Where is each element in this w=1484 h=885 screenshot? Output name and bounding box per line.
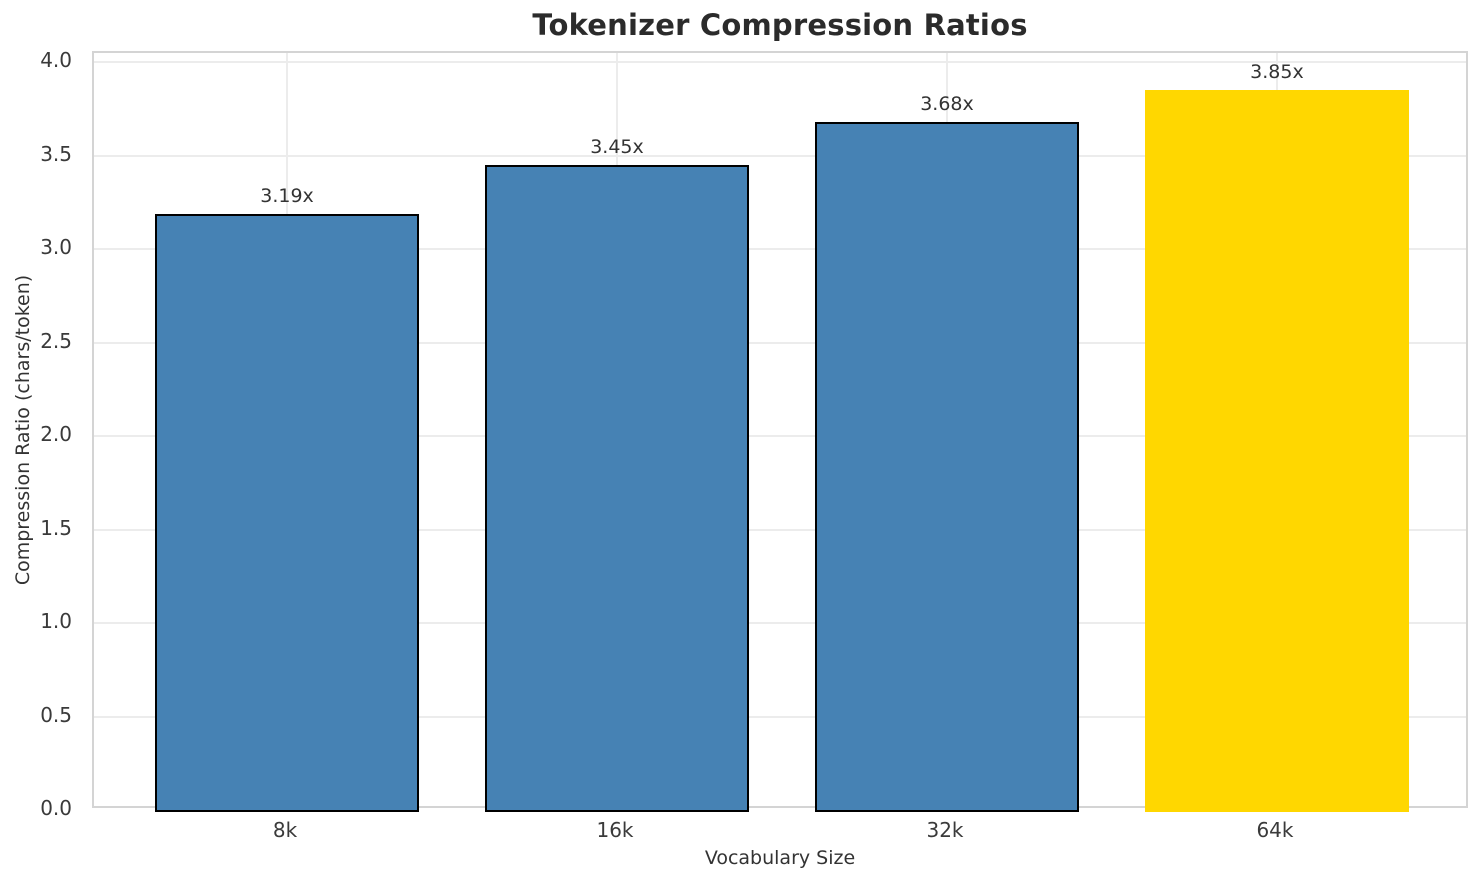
y-tick-label: 0.0 — [40, 796, 72, 820]
gridline-horizontal — [94, 715, 1466, 718]
bar-32k — [814, 122, 1079, 812]
y-tick-label: 3.5 — [40, 141, 72, 166]
bar-value-label: 3.45x — [590, 136, 644, 159]
y-axis-label: Compression Ratio (chars/token) — [12, 274, 35, 585]
gridline-horizontal — [94, 248, 1466, 251]
plot-area: 3.19x 3.45x 3.68x 3.85x — [92, 51, 1468, 812]
x-tick-label: 16k — [596, 818, 634, 842]
bar-8k — [155, 213, 419, 812]
y-axis-label-box: Compression Ratio (chars/token) — [6, 51, 40, 808]
x-tick-label: 64k — [1256, 818, 1294, 842]
y-tick-label: 1.5 — [40, 515, 72, 540]
gridline-horizontal — [94, 435, 1466, 438]
y-tick-label: 0.5 — [40, 702, 72, 727]
x-tick-label: 8k — [272, 818, 298, 842]
gridline-horizontal — [94, 154, 1466, 157]
gridline-horizontal — [94, 622, 1466, 625]
bar-value-label: 3.19x — [260, 184, 314, 207]
gridline-horizontal — [94, 341, 1466, 344]
y-tick-label: 1.0 — [40, 609, 72, 634]
y-tick-label: 4.0 — [40, 48, 72, 73]
bar-16k — [485, 165, 749, 812]
gridline-horizontal — [94, 61, 1466, 64]
bar-64k — [1144, 90, 1409, 812]
chart-title: Tokenizer Compression Ratios — [532, 8, 1028, 42]
y-tick-label: 2.5 — [40, 328, 72, 353]
x-tick-label: 32k — [926, 818, 964, 842]
y-tick-label: 3.0 — [40, 235, 72, 260]
y-tick-label: 2.0 — [40, 422, 72, 447]
gridline-horizontal — [94, 528, 1466, 531]
x-axis-label: Vocabulary Size — [704, 847, 856, 869]
bar-value-label: 3.85x — [1250, 61, 1304, 84]
bar-value-label: 3.68x — [920, 93, 974, 116]
